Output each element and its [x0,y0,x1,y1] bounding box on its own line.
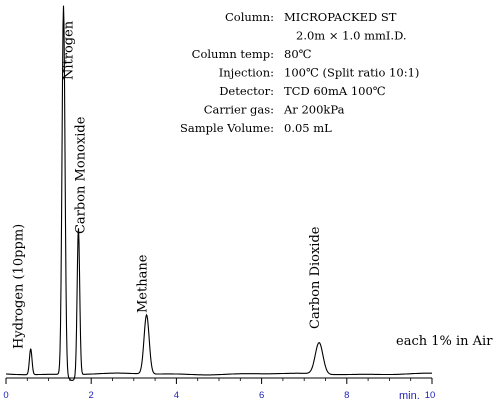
x-tick-label: 0 [3,390,8,401]
condition-value: 100℃ (Split ratio 10:1) [284,66,419,80]
peak-label: Carbon Monoxide [73,116,88,234]
x-tick-label: 2 [89,390,94,401]
x-axis-label: min. [399,390,420,402]
condition-label: Column: [225,10,274,24]
condition-label: Column temp: [192,47,274,61]
condition-label: Carrier gas: [204,103,274,117]
chromatogram-trace [6,5,432,381]
condition-label: Injection: [219,66,274,80]
baseline-note: each 1% in Air [396,334,493,349]
peak-label: Methane [136,254,151,313]
peak-label: Hydrogen (10ppm) [12,224,27,349]
x-axis-ticks: 0 2 4 6 8 10 [3,378,435,401]
x-tick-label: 8 [344,390,349,401]
condition-value: 0.05 mL [284,121,332,135]
peak-label: Nitrogen [62,20,77,80]
condition-value: 2.0m × 1.0 mmI.D. [296,29,407,43]
condition-label: Detector: [219,84,274,98]
x-tick-label: 10 [425,390,436,401]
x-tick-label: 4 [174,390,179,401]
condition-label: Sample Volume: [180,121,274,135]
condition-value: Ar 200kPa [283,103,345,117]
conditions-table: Column: MICROPACKED ST 2.0m × 1.0 mmI.D. Co… [180,10,419,135]
condition-value: TCD 60mA 100℃ [284,84,386,98]
peak-labels: Hydrogen (10ppm) Nitrogen Carbon Monoxide M… [12,20,323,349]
peak-label: Carbon Dioxide [308,226,323,329]
condition-value: 80℃ [284,47,312,61]
x-tick-label: 6 [259,390,264,401]
condition-value: MICROPACKED ST [284,10,397,24]
